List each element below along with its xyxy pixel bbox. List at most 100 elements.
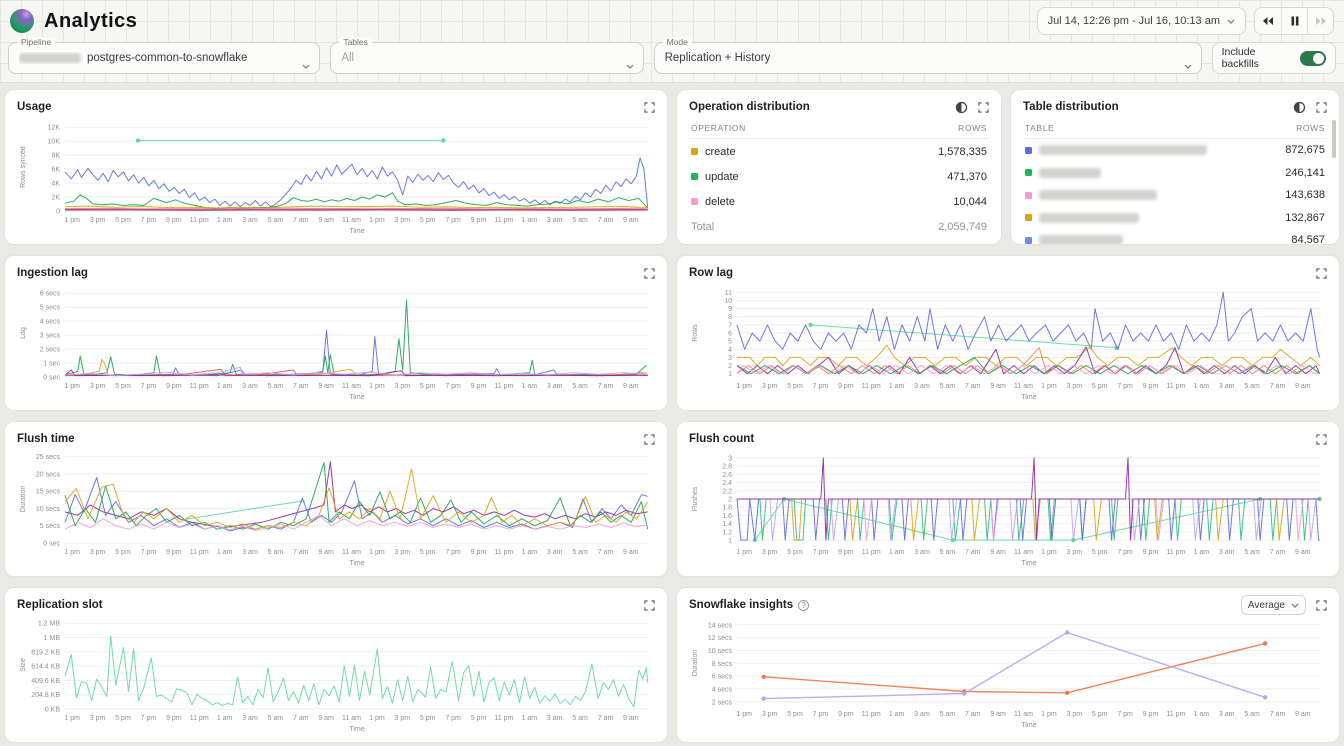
card-title: Flush time <box>17 433 75 445</box>
rewind-button[interactable] <box>1255 8 1281 34</box>
svg-text:9 pm: 9 pm <box>838 711 854 718</box>
table-row: 143,638 <box>1023 184 1327 207</box>
svg-text:25 secs: 25 secs <box>36 454 61 461</box>
expand-button[interactable] <box>644 267 655 279</box>
svg-text:1 pm: 1 pm <box>1041 383 1057 390</box>
svg-text:7 pm: 7 pm <box>445 549 461 556</box>
pie-chart-toggle-button[interactable] <box>1293 101 1306 114</box>
svg-text:3 pm: 3 pm <box>1067 711 1083 718</box>
include-backfills-toggle[interactable] <box>1300 50 1327 66</box>
svg-text:6 secs: 6 secs <box>40 291 61 298</box>
svg-text:5 am: 5 am <box>1244 711 1260 718</box>
svg-text:8K: 8K <box>51 153 60 160</box>
svg-text:9 am: 9 am <box>318 549 334 556</box>
include-backfills-toggle-group[interactable]: Include backfills <box>1211 42 1337 74</box>
svg-text:8 secs: 8 secs <box>712 661 733 668</box>
legend-swatch-icon <box>1025 214 1032 222</box>
svg-text:10K: 10K <box>48 139 61 146</box>
svg-text:9 pm: 9 pm <box>1143 711 1159 718</box>
svg-text:9 pm: 9 pm <box>471 383 487 390</box>
svg-text:11 pm: 11 pm <box>1166 549 1185 556</box>
row-label: update <box>705 170 739 183</box>
svg-text:11 pm: 11 pm <box>1166 711 1185 718</box>
expand-button[interactable] <box>1316 433 1327 445</box>
svg-text:1 am: 1 am <box>889 711 905 718</box>
date-range-picker[interactable]: Jul 14, 12:26 pm - Jul 16, 10:13 am <box>1036 7 1246 35</box>
svg-text:5 secs: 5 secs <box>40 305 61 312</box>
usage-chart: 0 2K 4K 6K 8K 10K 12K 1 pm 3 pm 5 pm 7 pm 9 pm 11 pm… <box>20 125 649 235</box>
aggregate-select[interactable]: Average <box>1240 595 1306 615</box>
expand-button[interactable] <box>1316 101 1327 113</box>
svg-text:2 secs: 2 secs <box>40 347 61 354</box>
svg-text:11 pm: 11 pm <box>190 217 209 224</box>
expand-button[interactable] <box>978 101 989 113</box>
expand-button[interactable] <box>644 599 655 611</box>
svg-text:4 secs: 4 secs <box>712 687 733 694</box>
pause-button[interactable] <box>1281 8 1307 34</box>
svg-text:2: 2 <box>728 363 732 370</box>
svg-text:11 am: 11 am <box>1014 549 1033 556</box>
svg-text:1 pm: 1 pm <box>369 383 385 390</box>
scrollbar[interactable] <box>1332 120 1336 158</box>
ingestion-lag-card: Ingestion lag 0 sec 1 sec 2 secs 3 secs 4 se… <box>4 255 668 411</box>
svg-text:14 secs: 14 secs <box>708 622 733 629</box>
replication-slot-chart: 0 KB 204.8 KB 409.6 KB 614.4 KB 819.2 KB 1 MB… <box>20 621 649 733</box>
svg-text:7 am: 7 am <box>1270 711 1286 718</box>
svg-text:7 pm: 7 pm <box>813 383 829 390</box>
svg-text:11 am: 11 am <box>342 715 361 722</box>
svg-text:9 am: 9 am <box>623 549 639 556</box>
fast-forward-button[interactable] <box>1307 8 1333 34</box>
table-row: 872,675 <box>1023 139 1327 162</box>
expand-icon <box>644 267 655 279</box>
svg-text:1 pm: 1 pm <box>369 217 385 224</box>
expand-button[interactable] <box>644 101 655 113</box>
help-icon[interactable]: ? <box>798 599 810 611</box>
svg-text:9 am: 9 am <box>1295 549 1311 556</box>
legend-swatch-icon <box>691 198 698 205</box>
svg-text:7 pm: 7 pm <box>813 549 829 556</box>
svg-text:11 pm: 11 pm <box>190 383 209 390</box>
svg-text:1 am: 1 am <box>217 715 233 722</box>
table-row: create 1,578,335 <box>689 139 989 164</box>
svg-text:11 pm: 11 pm <box>190 549 209 556</box>
svg-text:7 am: 7 am <box>598 217 614 224</box>
top-zone: Analytics Jul 14, 12:26 pm - Jul 16, 10:… <box>0 0 1344 83</box>
expand-button[interactable] <box>1316 599 1327 611</box>
svg-text:2: 2 <box>728 497 732 504</box>
aggregate-value: Average <box>1247 599 1285 611</box>
svg-text:9 am: 9 am <box>318 217 334 224</box>
chevron-down-icon <box>1291 603 1299 608</box>
date-range-label: Jul 14, 12:26 pm - Jul 16, 10:13 am <box>1047 15 1220 27</box>
svg-text:3 pm: 3 pm <box>90 383 106 390</box>
pipeline-value: postgres-common-to-snowflake <box>87 52 248 64</box>
svg-text:819.2 KB: 819.2 KB <box>31 649 60 656</box>
svg-text:5 am: 5 am <box>572 217 588 224</box>
svg-text:9 pm: 9 pm <box>471 217 487 224</box>
usage-card: Usage 0 2K 4K 6K 8K 10K 12K 1 pm 3 pm 5 pm 7 pm 9 p… <box>4 89 668 245</box>
tables-select[interactable]: Tables All <box>330 37 644 74</box>
svg-text:5 pm: 5 pm <box>115 217 131 224</box>
expand-button[interactable] <box>1316 267 1327 279</box>
card-title: Operation distribution <box>689 101 810 113</box>
table-distribution-table: TABLE ROWS 872,675 246,141 143,638 132,86… <box>1023 117 1327 244</box>
pipeline-select[interactable]: Pipeline postgres-common-to-snowflake <box>8 37 321 74</box>
tables-label: Tables <box>339 37 372 47</box>
redacted-text <box>1039 235 1123 244</box>
flush-time-chart: 0 sec 5 secs 10 secs 15 secs 20 secs 25 secs 1… <box>20 454 649 567</box>
card-title: Flush count <box>689 433 755 445</box>
svg-text:8: 8 <box>728 314 732 321</box>
redacted-text <box>1039 212 1139 223</box>
svg-text:5 pm: 5 pm <box>1092 711 1108 718</box>
pie-chart-toggle-button[interactable] <box>955 101 968 114</box>
svg-text:7 pm: 7 pm <box>445 715 461 722</box>
mode-select[interactable]: Mode Replication + History <box>653 37 1202 74</box>
card-title: Ingestion lag <box>17 267 88 279</box>
svg-text:1 pm: 1 pm <box>1041 711 1057 718</box>
svg-text:5 am: 5 am <box>940 711 956 718</box>
svg-text:7 pm: 7 pm <box>1117 549 1133 556</box>
expand-button[interactable] <box>644 433 655 445</box>
svg-text:20 secs: 20 secs <box>36 472 61 479</box>
svg-text:4: 4 <box>728 347 732 354</box>
expand-icon <box>644 433 655 445</box>
